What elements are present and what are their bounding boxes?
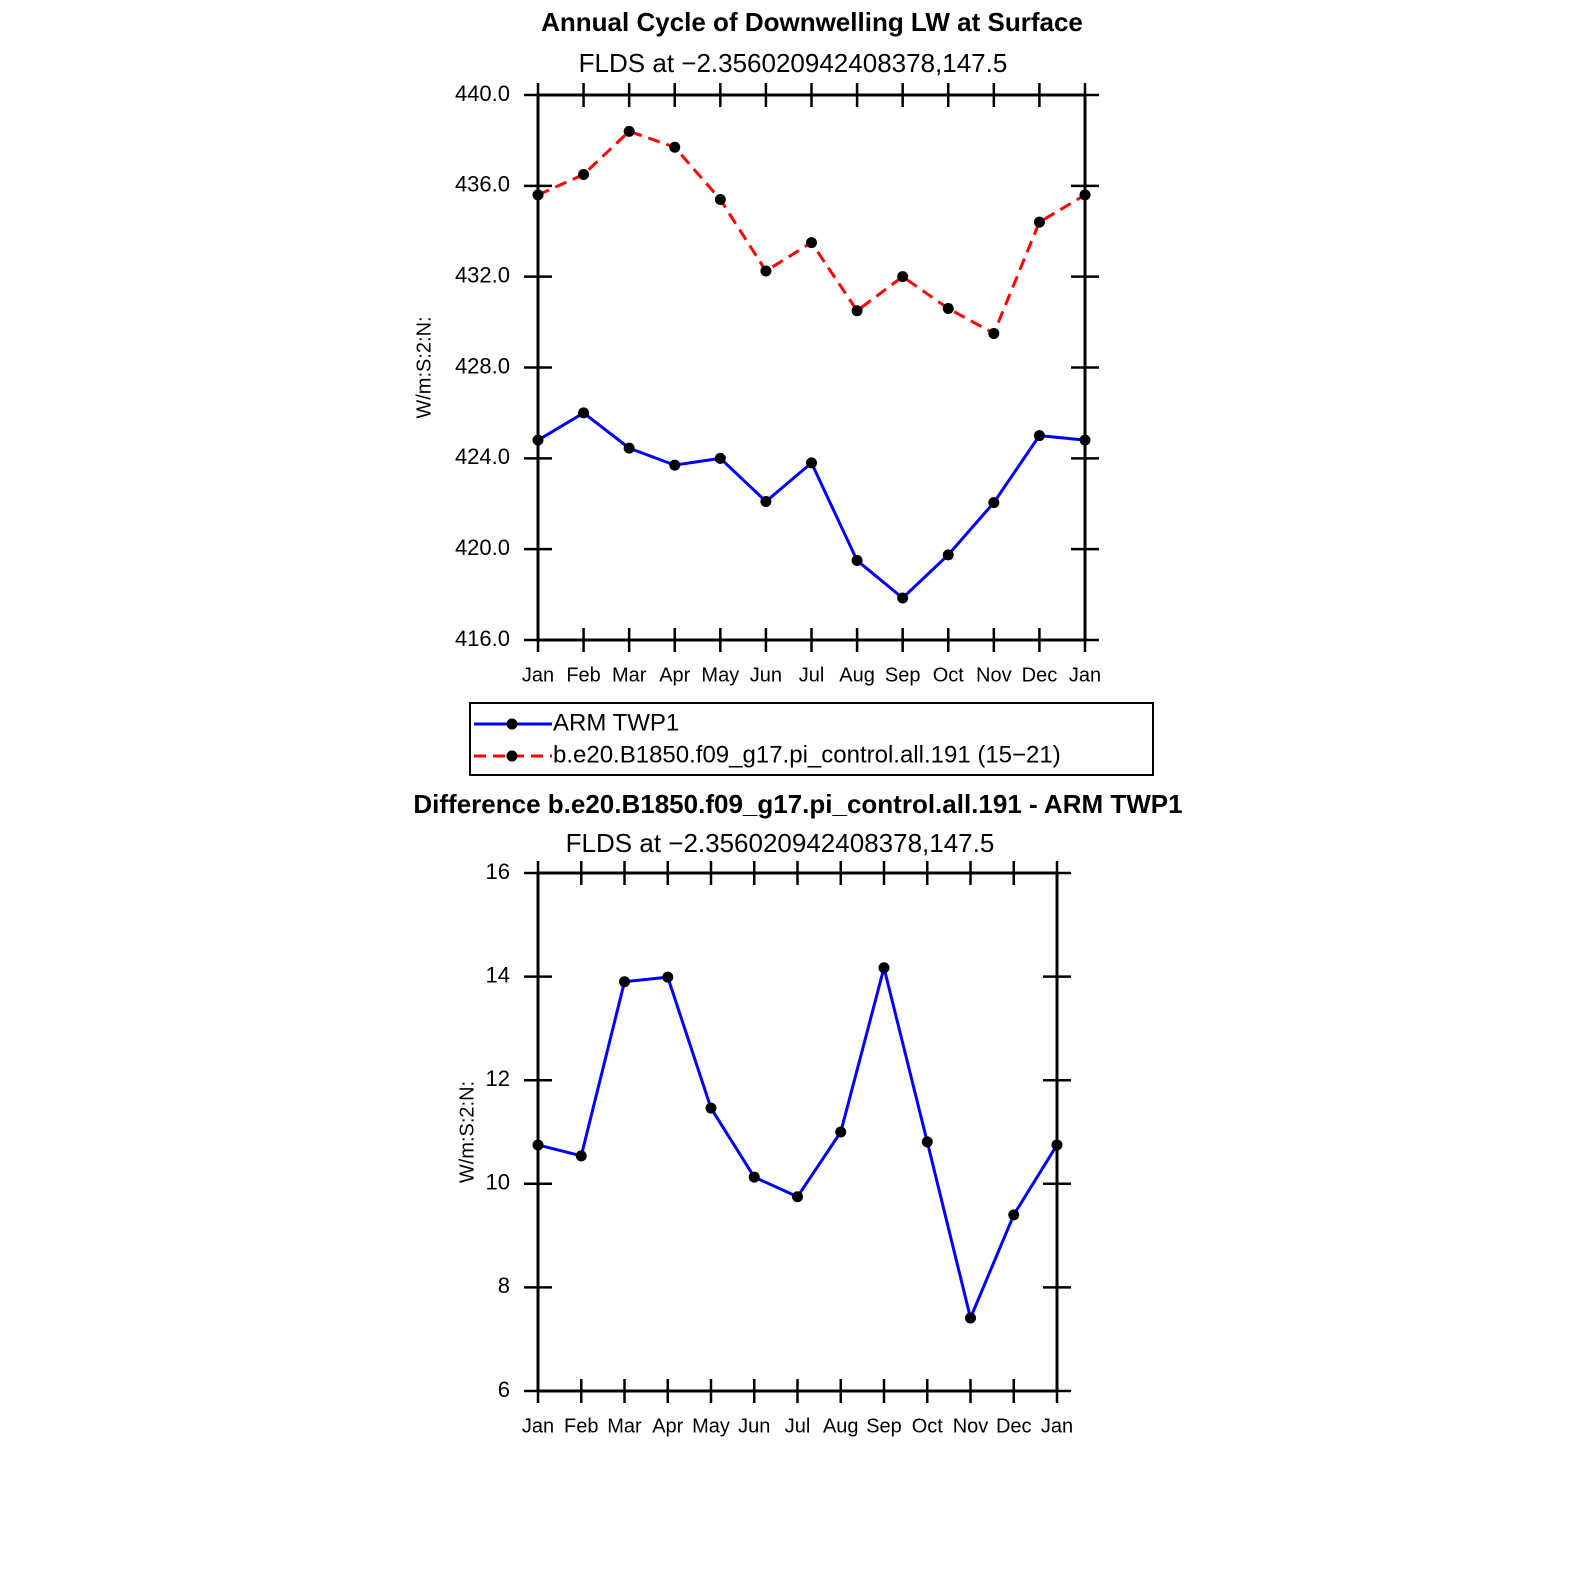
data-point xyxy=(669,459,681,471)
x-tick-label: May xyxy=(692,1415,730,1437)
data-point xyxy=(578,407,590,419)
x-tick-label: Jan xyxy=(522,1415,554,1437)
data-point xyxy=(748,1171,760,1183)
data-point xyxy=(988,497,1000,509)
data-point xyxy=(1033,216,1045,228)
y-tick-label: 6 xyxy=(498,1377,510,1402)
x-tick-label: Oct xyxy=(933,664,965,686)
data-point xyxy=(532,189,544,201)
plot-frame xyxy=(536,871,1059,1393)
data-point xyxy=(623,442,635,454)
x-tick-label: Jun xyxy=(750,664,782,686)
data-point xyxy=(1008,1209,1020,1221)
data-point xyxy=(921,1136,933,1148)
y-tick-label: 420.0 xyxy=(455,535,510,560)
data-point xyxy=(1051,1139,1063,1151)
data-point xyxy=(806,237,817,249)
y-tick-label: 436.0 xyxy=(455,172,510,197)
y-tick-label: 12 xyxy=(486,1066,510,1091)
data-point xyxy=(619,976,630,988)
y-tick-label: 16 xyxy=(486,859,510,884)
x-tick-label: Apr xyxy=(659,664,690,686)
y-tick-label: 416.0 xyxy=(455,626,510,651)
data-point xyxy=(714,452,726,464)
data-point xyxy=(705,1102,717,1114)
x-tick-label: Dec xyxy=(996,1415,1032,1437)
y-tick-label: 440.0 xyxy=(455,81,510,106)
y-tick-label: 428.0 xyxy=(455,353,510,378)
x-tick-label: Nov xyxy=(953,1415,989,1437)
data-point xyxy=(532,1139,544,1151)
data-point xyxy=(714,193,726,205)
x-tick-label: Mar xyxy=(612,664,647,686)
data-point xyxy=(1079,189,1091,201)
data-point xyxy=(623,125,635,137)
x-tick-label: Oct xyxy=(912,1415,944,1437)
x-tick-label: Jul xyxy=(785,1415,811,1437)
data-point xyxy=(878,962,890,974)
x-tick-label: Feb xyxy=(566,664,600,686)
x-tick-label: Jan xyxy=(522,664,554,686)
data-point xyxy=(942,302,954,314)
chart-title: Difference b.e20.B1850.f09_g17.pi_contro… xyxy=(413,789,1182,819)
data-point xyxy=(851,305,863,317)
x-tick-label: Nov xyxy=(976,664,1012,686)
data-point xyxy=(1079,434,1091,446)
legend-box xyxy=(469,702,1154,776)
x-tick-label: Apr xyxy=(652,1415,683,1437)
x-tick-label: Aug xyxy=(823,1415,859,1437)
y-tick-label: 8 xyxy=(498,1273,510,1298)
series-line xyxy=(537,129,1086,336)
x-tick-label: Jun xyxy=(738,1415,770,1437)
y-tick-label: 432.0 xyxy=(455,262,510,287)
chart-subtitle: FLDS at −2.356020942408378,147.5 xyxy=(566,828,995,858)
data-point xyxy=(897,271,909,283)
data-point xyxy=(662,971,674,983)
data-point xyxy=(942,549,954,561)
plot-frame xyxy=(536,93,1087,642)
data-point xyxy=(669,141,681,153)
chart-title: Annual Cycle of Downwelling LW at Surfac… xyxy=(541,7,1083,37)
data-point xyxy=(578,168,590,180)
legend-label: ARM TWP1 xyxy=(553,709,679,736)
data-point xyxy=(897,592,909,604)
x-tick-label: Aug xyxy=(839,664,875,686)
data-point xyxy=(806,457,817,469)
chart-subtitle: FLDS at −2.356020942408378,147.5 xyxy=(579,48,1008,78)
y-tick-label: 10 xyxy=(486,1170,510,1195)
data-point xyxy=(1033,430,1045,442)
data-point xyxy=(532,434,544,446)
data-point xyxy=(760,495,772,507)
x-tick-label: Dec xyxy=(1022,664,1058,686)
x-tick-label: Sep xyxy=(866,1415,902,1437)
y-axis-label: W/m:S:2:N: xyxy=(456,1081,478,1183)
x-tick-label: Sep xyxy=(885,664,921,686)
legend-marker xyxy=(506,718,518,730)
x-tick-label: Jan xyxy=(1041,1415,1073,1437)
data-point xyxy=(851,555,863,567)
data-point xyxy=(575,1150,587,1162)
x-tick-label: Jul xyxy=(799,664,825,686)
legend-label: b.e20.B1850.f09_g17.pi_control.all.191 (… xyxy=(553,741,1061,768)
data-point xyxy=(835,1126,847,1138)
data-point xyxy=(760,265,772,277)
x-tick-label: Feb xyxy=(564,1415,598,1437)
data-point xyxy=(988,327,1000,339)
series-line xyxy=(537,411,1086,600)
y-tick-label: 14 xyxy=(486,962,510,987)
series-line xyxy=(537,967,1059,1323)
x-tick-label: May xyxy=(701,664,739,686)
legend-marker xyxy=(506,750,518,762)
data-point xyxy=(792,1191,803,1203)
data-point xyxy=(965,1312,976,1324)
y-axis-label: W/m:S:2:N: xyxy=(413,316,435,418)
x-tick-label: Mar xyxy=(607,1415,642,1437)
x-tick-label: Jan xyxy=(1069,664,1101,686)
y-tick-label: 424.0 xyxy=(455,444,510,469)
